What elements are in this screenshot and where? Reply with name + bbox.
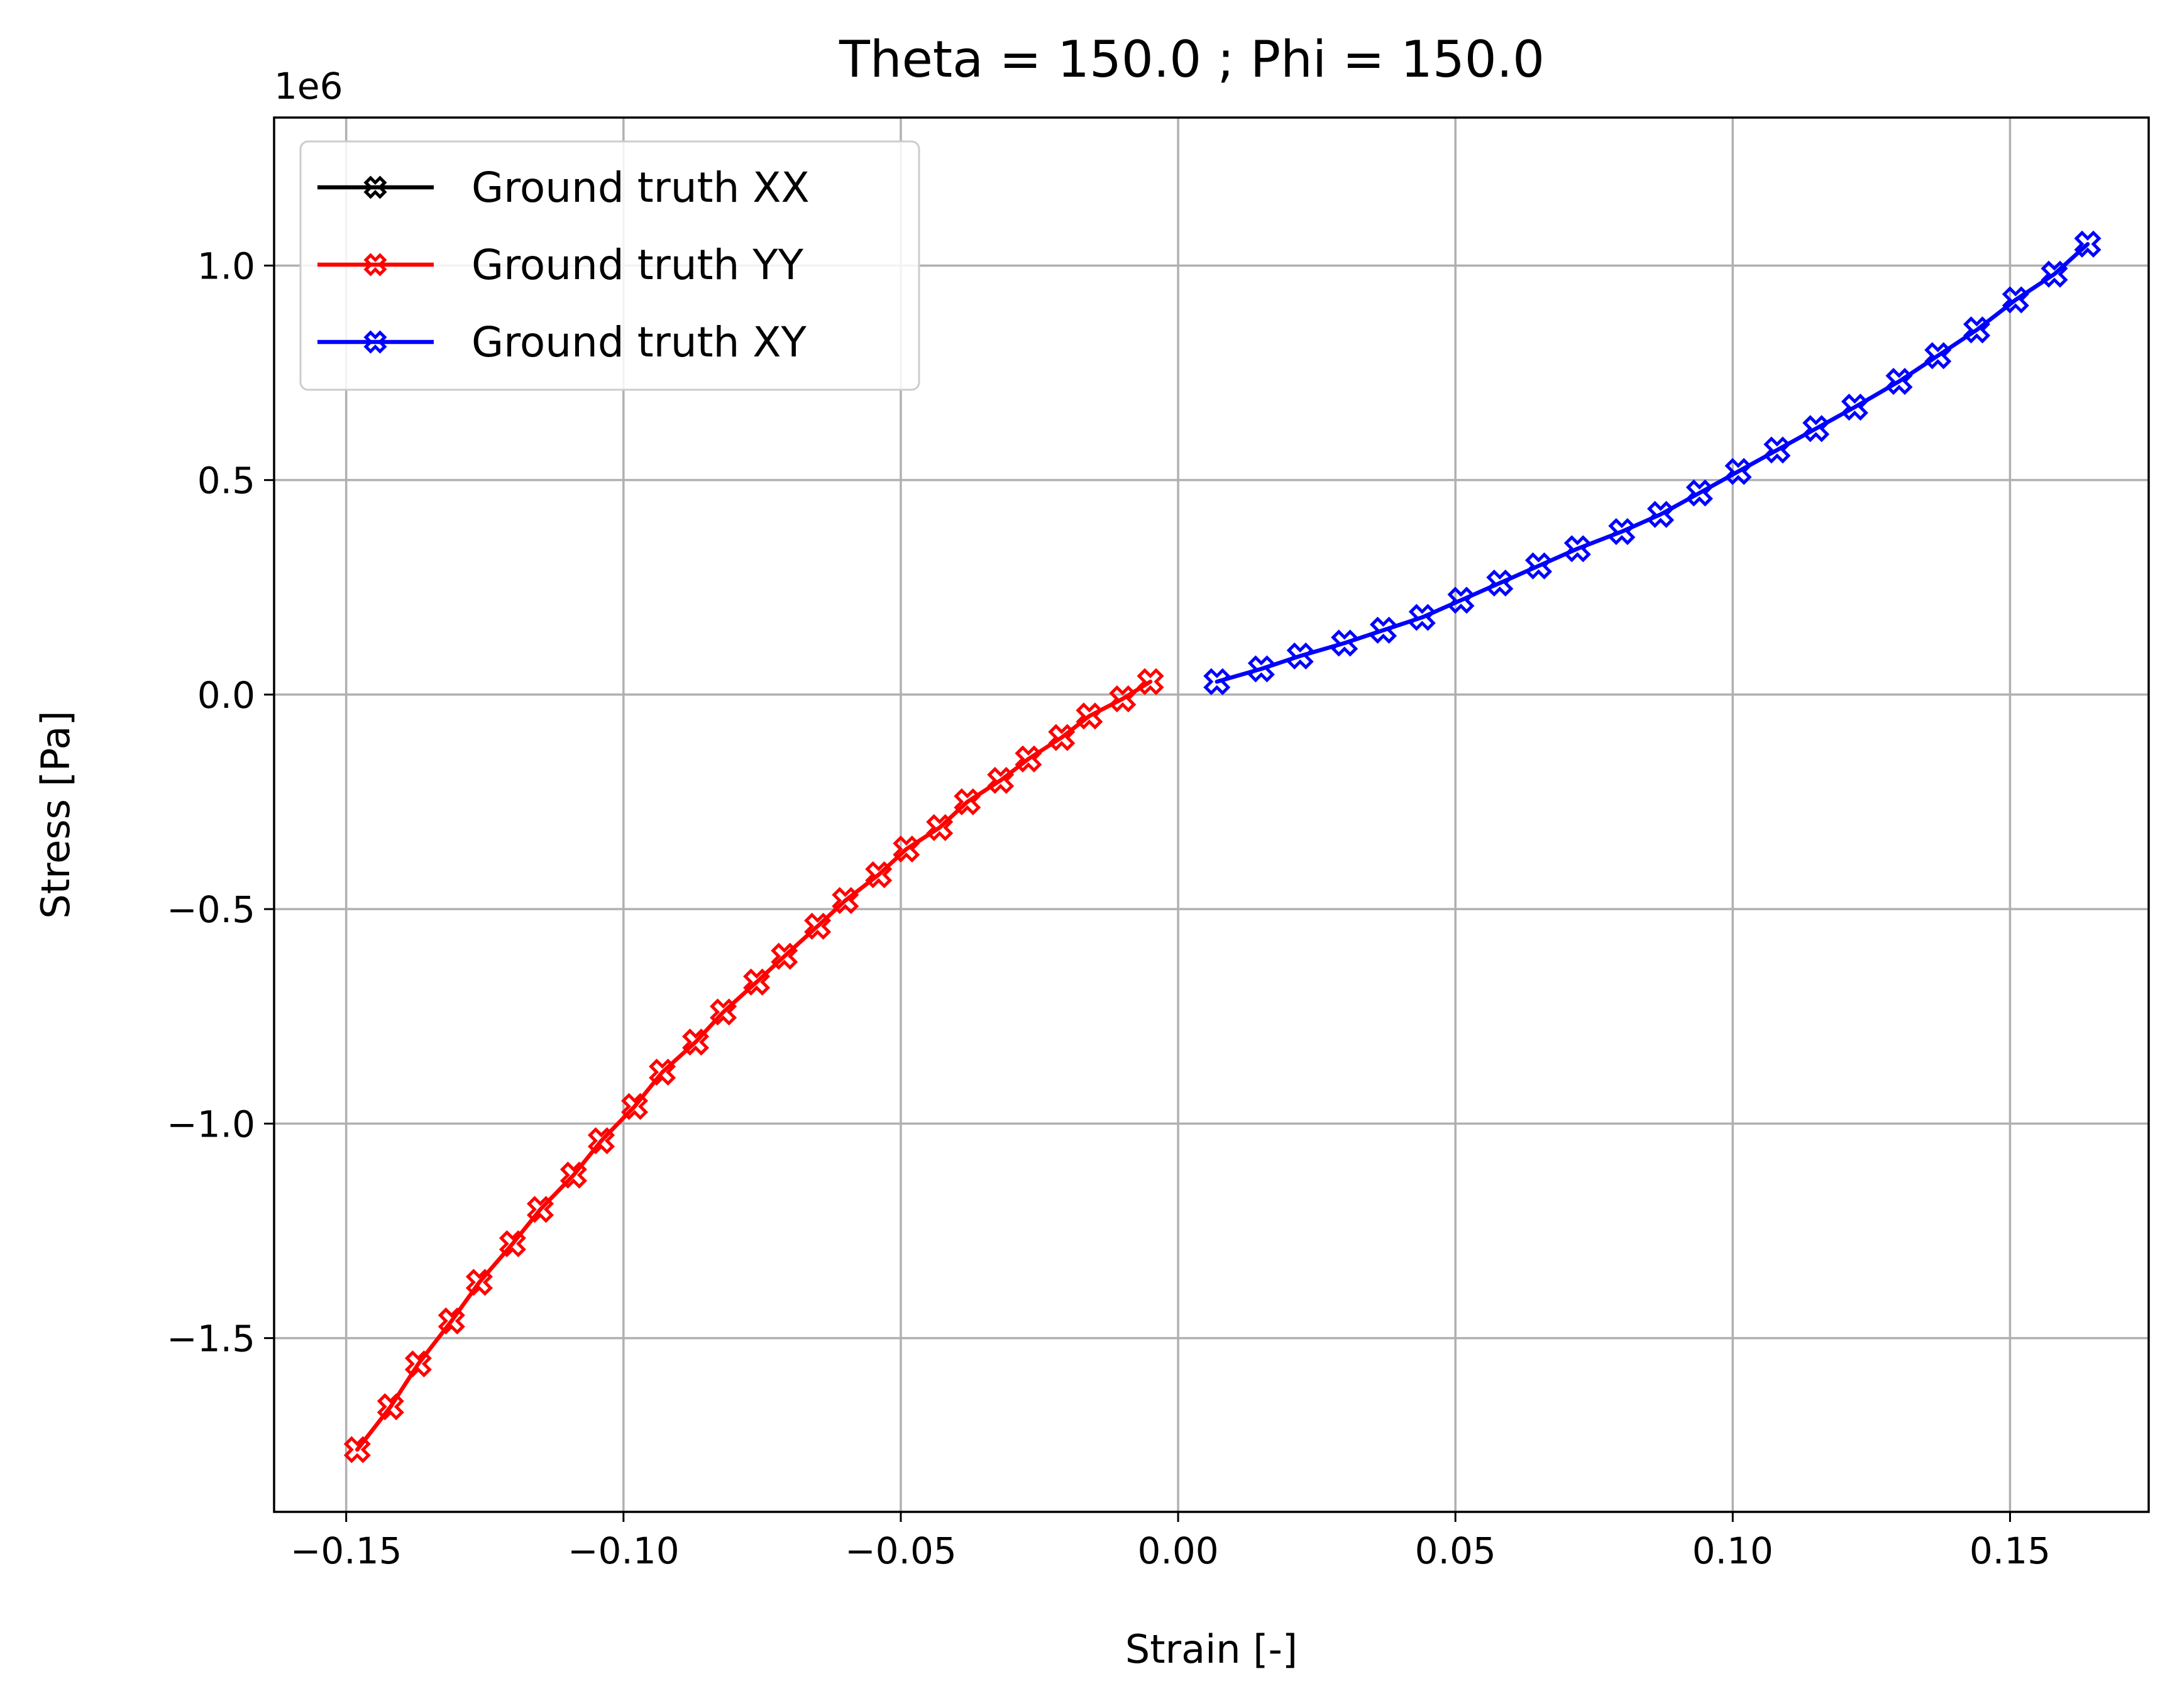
y-tick-label: −0.5 [167,888,255,931]
data-point-marker [804,912,832,940]
data-point-marker [710,998,737,1026]
data-point-marker [1724,458,1752,485]
data-point-marker [465,1269,493,1296]
data-point-marker [893,835,920,863]
data-point-marker [1331,629,1358,657]
x-tick-label: 0.15 [1970,1529,2051,1572]
data-point-marker [832,886,859,915]
y-axis-offset-label: 1e6 [274,65,343,107]
data-point-marker [1963,316,1991,344]
data-point-marker [1524,552,1553,580]
data-point-marker [1647,500,1675,528]
y-tick-label: −1.5 [167,1318,255,1360]
data-point-marker [404,1350,432,1378]
data-point-marker [1286,642,1314,670]
data-point-marker [1685,479,1713,507]
data-point-marker [526,1196,554,1223]
data-point-marker [649,1058,676,1086]
data-point-marker [499,1230,526,1258]
data-point-marker [1048,724,1076,751]
data-point-marker [926,813,954,842]
legend-marker-sample [363,330,387,354]
data-point-marker [865,861,893,889]
data-point-marker [1109,685,1137,713]
x-tick-label: −0.05 [845,1529,957,1572]
data-point-marker [743,968,771,996]
data-point-marker [1563,535,1591,563]
data-point-marker [2074,230,2102,258]
legend-entry-label: Ground truth YY [471,241,804,289]
y-tick-label: −1.0 [167,1103,255,1145]
legend-box [299,140,920,391]
data-point-marker [377,1393,404,1421]
data-point-marker [1802,415,1830,443]
x-tick-label: −0.15 [290,1529,402,1572]
data-point-marker [1015,745,1042,773]
data-point-marker [620,1093,649,1120]
data-point-marker [1885,368,1913,395]
chart-title: Theta = 150.0 ; Phi = 150.0 [839,30,1545,89]
legend-marker-sample [363,253,387,277]
legend: Ground truth XX Ground truth YY Ground tru… [299,140,920,391]
x-axis-label: Strain [-] [1125,1626,1298,1672]
legend-entry-label: Ground truth XY [471,318,807,366]
data-point-marker [1076,702,1103,730]
data-point-marker [1247,655,1275,683]
plot-area-frame [273,116,2150,1513]
x-tick-label: 0.05 [1415,1529,1496,1572]
data-point-marker [987,766,1015,794]
legend-marker-sample [363,175,387,199]
y-tick-label: 1.0 [197,245,255,287]
axis-ticks: −0.15 −0.10 −0.05 0.00 0.05 0.10 0.15 −1.5 −1.0 −… [167,245,2051,1572]
data-point-marker [559,1161,587,1189]
data-point-marker [1369,616,1397,644]
y-tick-label: 0.0 [197,674,255,717]
data-point-marker [1841,394,1868,421]
legend-entry-label: Ground truth XX [471,163,810,212]
data-point-marker [1763,436,1791,464]
y-tick-label: 0.5 [197,460,255,502]
x-tick-label: 0.10 [1692,1529,1773,1572]
data-point-marker [954,788,981,816]
x-tick-label: 0.00 [1137,1529,1218,1572]
data-point-marker [438,1307,465,1335]
data-point-marker [2041,260,2068,288]
data-point-marker [1137,668,1164,695]
data-point-marker [1608,518,1636,546]
data-point-marker [2002,286,2029,314]
data-series [343,230,2102,1463]
x-tick-label: −0.10 [568,1529,680,1572]
data-point-marker [1447,587,1475,614]
data-point-marker [771,942,798,970]
data-point-marker [1486,569,1514,597]
data-point-marker [343,1436,371,1463]
series-line [1215,242,2090,684]
data-point-marker [1924,342,1952,370]
data-point-marker [1203,668,1231,695]
data-point-marker [1408,603,1436,631]
data-point-marker [587,1127,615,1155]
data-point-marker [681,1028,710,1056]
y-axis-label: Stress [Pa] [33,710,79,918]
